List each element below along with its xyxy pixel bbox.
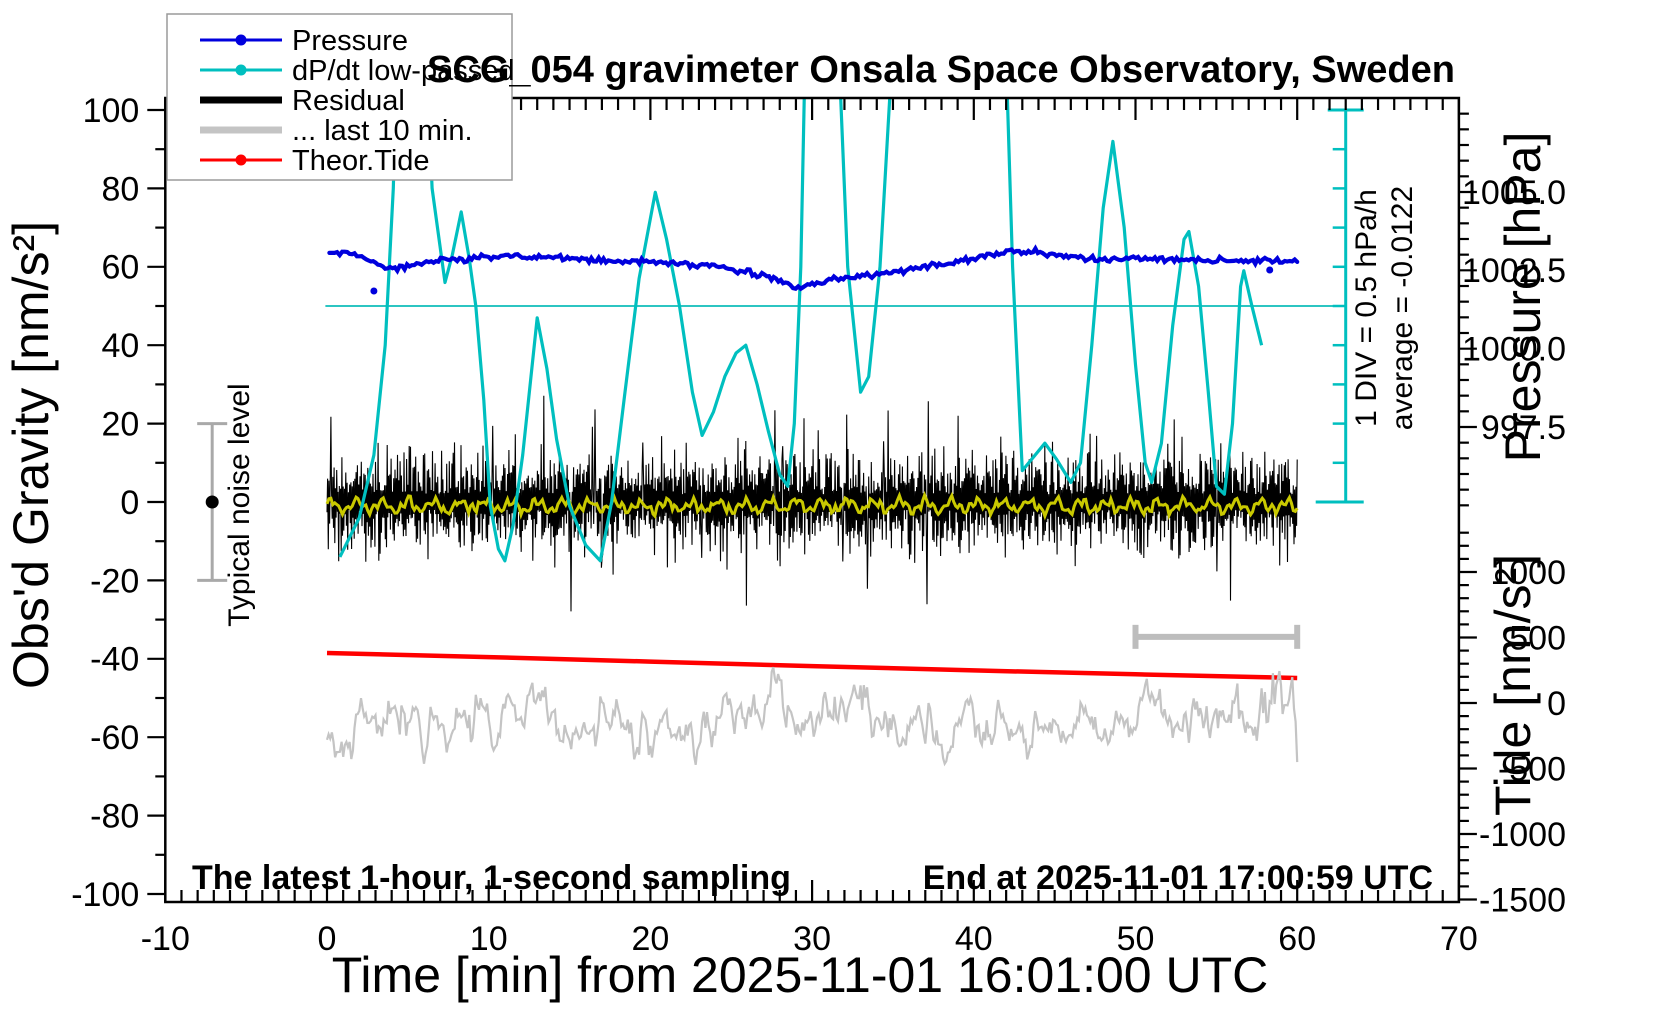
legend-item: Pressure xyxy=(200,25,408,57)
gravity-tick-label: 20 xyxy=(101,406,139,444)
legend-item-label: Residual xyxy=(292,85,405,117)
typical-noise-bar xyxy=(197,422,228,582)
average-value-label: average = -0.0122 xyxy=(1386,186,1419,430)
gravity-tick-label: 80 xyxy=(101,170,139,208)
tide-axis-title: Tide [nm/s²] xyxy=(1485,554,1541,816)
legend-sample-marker xyxy=(235,64,247,76)
gravity-tick-label: 0 xyxy=(120,484,139,522)
gravity-tick-label: -60 xyxy=(90,719,139,757)
legend-item: Theor.Tide xyxy=(200,145,430,177)
pressure-outlier-dot xyxy=(1266,266,1274,274)
x-tick-label: 70 xyxy=(1440,920,1478,958)
tide-tick-label: -500 xyxy=(1498,750,1566,788)
residual-line xyxy=(326,395,1298,612)
gravity-tick-label: 100 xyxy=(83,92,140,130)
gravity-tick-label: -20 xyxy=(90,562,139,600)
chart-title: SCG_054 gravimeter Onsala Space Observat… xyxy=(427,49,1455,91)
x-axis-title: Time [min] from 2025-11-01 16:01:00 UTC xyxy=(332,947,1269,1003)
gravity-tick-label: 60 xyxy=(101,249,139,287)
pressure-tick-label: 1002.5 xyxy=(1462,252,1566,290)
pressure-tick-label: 997.5 xyxy=(1481,409,1566,447)
typical-noise-label: Typical noise level xyxy=(223,383,256,626)
dpdt-line xyxy=(338,98,1264,563)
x-tick-label: 50 xyxy=(1117,920,1155,958)
last-10min-line xyxy=(325,666,1299,767)
chart-root: -10 0 10 20 30 40 50 60 70100806040200-20-40-60-… xyxy=(71,13,1566,958)
tide-tick-label: -1000 xyxy=(1479,816,1566,854)
tide-tick-label: -1500 xyxy=(1479,881,1566,919)
tide-tick-label: 500 xyxy=(1509,619,1566,657)
series-layer xyxy=(325,98,1346,767)
gravity-tick-label: -100 xyxy=(71,876,139,914)
x-tick-label: 0 xyxy=(318,920,337,958)
div-scale-label: 1 DIV = 0.5 hPa/h xyxy=(1350,189,1383,427)
x-tick-label: 30 xyxy=(793,920,831,958)
pressure-axis-ticks: 1005.0 1002.5 1000.0 997.5 xyxy=(1458,112,1566,507)
x-tick-label: 40 xyxy=(955,920,993,958)
pressure-axis-title: Pressure [hPa] xyxy=(1495,132,1551,463)
x-tick-label: 10 xyxy=(470,920,508,958)
x-tick-label: 20 xyxy=(631,920,669,958)
last10-scale-bar xyxy=(1132,624,1301,649)
tide-tick-label: 1000 xyxy=(1490,554,1566,592)
tide-tick-label: 0 xyxy=(1547,685,1566,723)
div-ruler xyxy=(1315,108,1364,504)
legend-item: ... last 10 min. xyxy=(200,115,473,147)
theor-tide-line xyxy=(326,650,1298,681)
legend-item-label: Pressure xyxy=(292,25,408,57)
gravity-tick-label: 40 xyxy=(101,327,139,365)
pressure-line xyxy=(327,244,1300,292)
legend-sample-marker xyxy=(235,34,247,46)
end-time-note: End at 2025-11-01 17:00:59 UTC xyxy=(923,859,1433,897)
x-tick-label: -10 xyxy=(141,920,190,958)
gravity-tick-label: -40 xyxy=(90,641,139,679)
legend-item: dP/dt low-passed xyxy=(200,55,514,87)
gravity-axis-title: Obs'd Gravity [nm/s²] xyxy=(3,221,59,689)
tide-axis-ticks: 1000 500 0 -500 -1000 -1500 xyxy=(1458,531,1566,919)
x-axis-ticks: -10 0 10 20 30 40 50 60 70 xyxy=(141,98,1478,958)
typical-noise-dot xyxy=(205,495,219,509)
sampling-note: The latest 1-hour, 1-second sampling xyxy=(192,859,791,897)
legend-item-label: ... last 10 min. xyxy=(292,115,473,147)
legend-sample-marker xyxy=(235,154,247,166)
x-tick-label: 60 xyxy=(1278,920,1316,958)
gravity-axis-ticks: 100 80 60 40 20 0 -20 -40 -60 -80 -100 xyxy=(71,92,166,914)
pressure-tick-label: 1005.0 xyxy=(1462,174,1566,212)
legend-item-label: dP/dt low-passed xyxy=(292,55,514,87)
legend-item-label: Theor.Tide xyxy=(292,145,430,177)
gravity-tick-label: -80 xyxy=(90,798,139,836)
legend-item: Residual xyxy=(200,85,405,117)
pressure-outlier-dot xyxy=(370,287,378,295)
pressure-tick-label: 1000.0 xyxy=(1462,331,1566,369)
